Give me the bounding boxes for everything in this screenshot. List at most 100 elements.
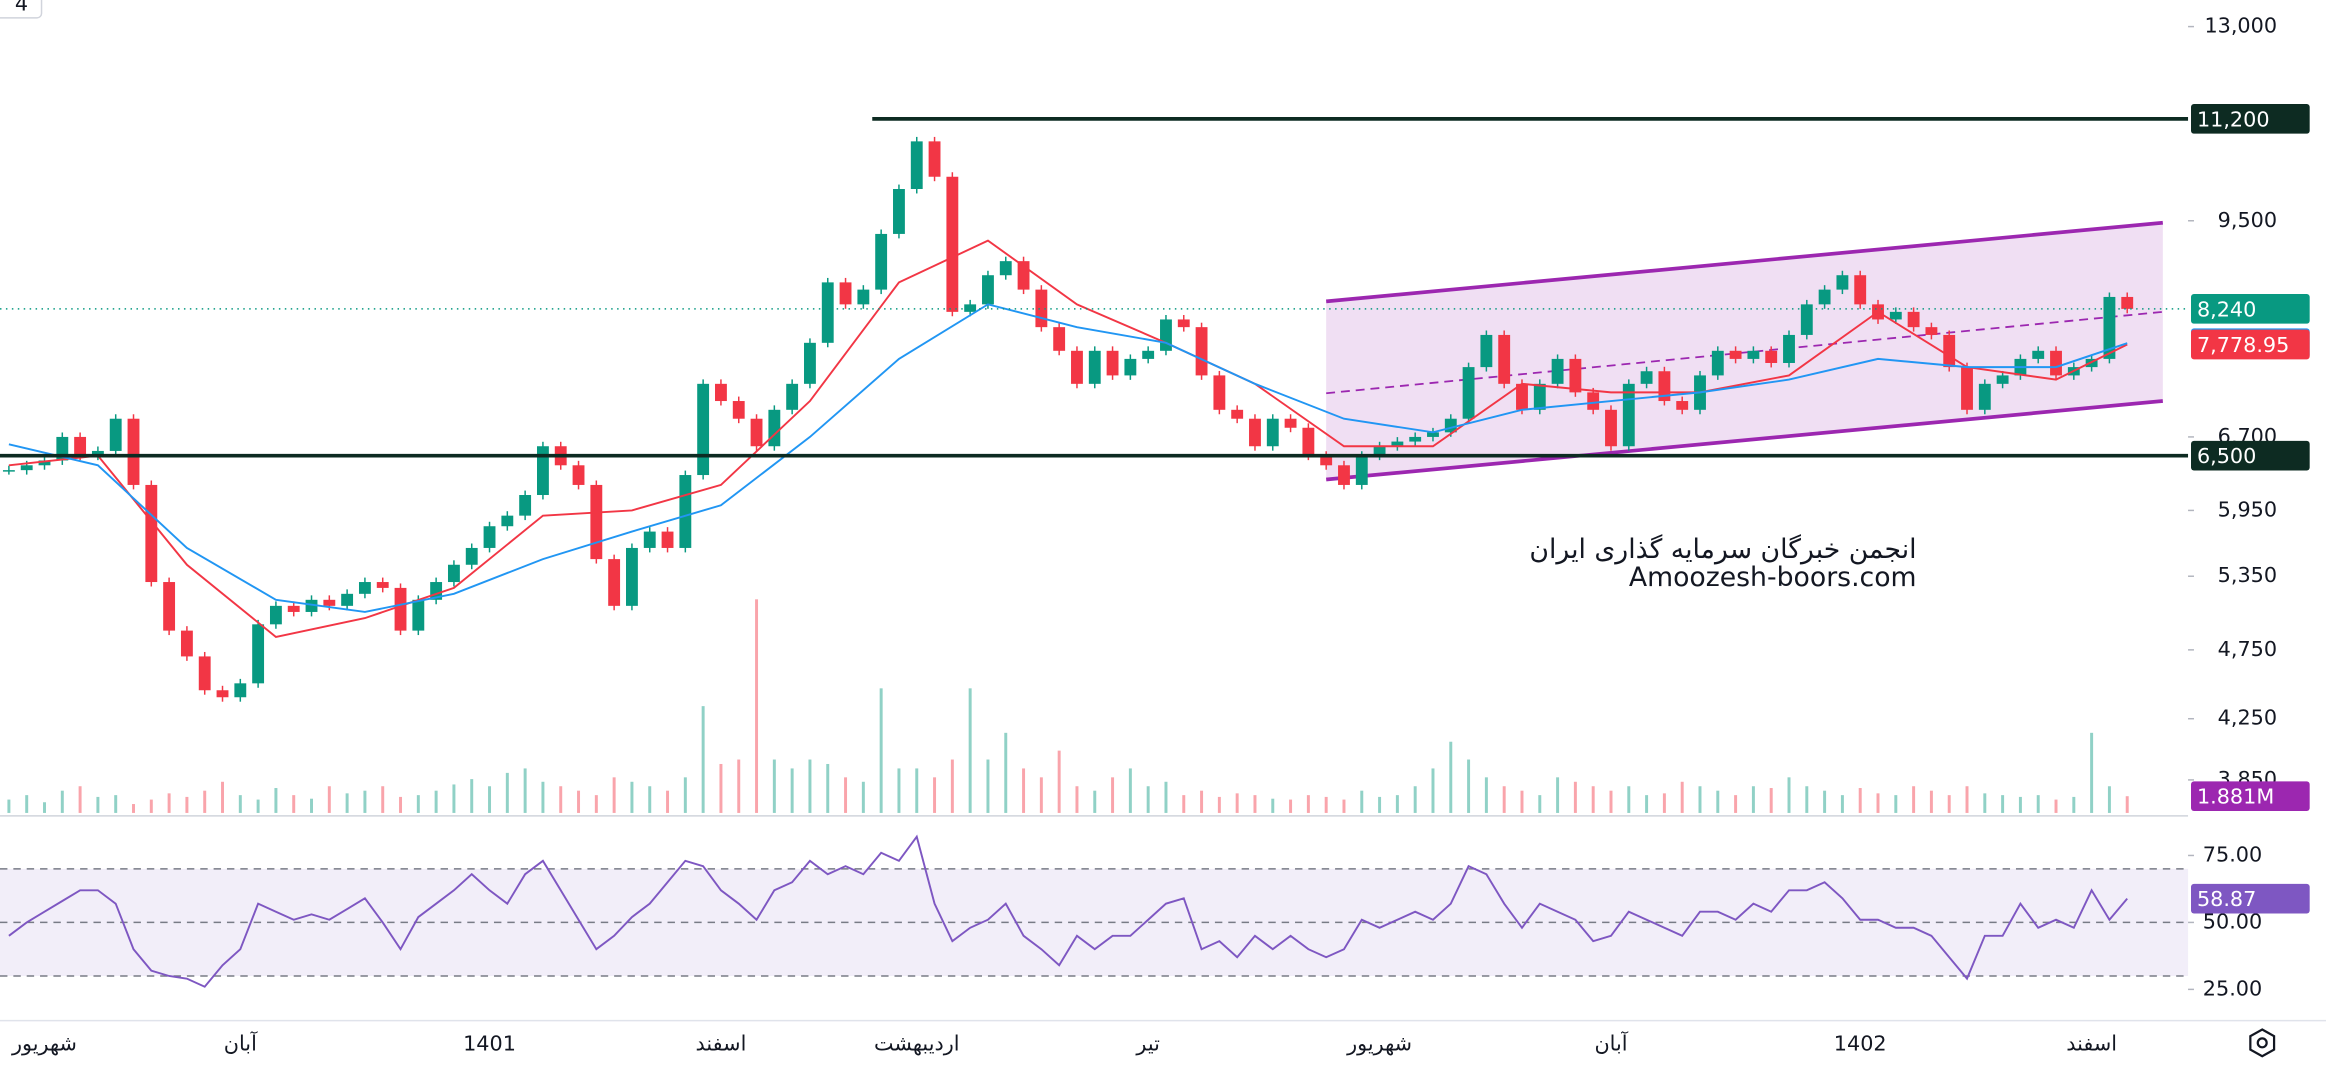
watermark-persian: انجمن خبرگان سرمایه گذاری ایران <box>1529 534 1916 565</box>
x-tick-label: شهریور <box>11 1031 77 1055</box>
price-label: 7,778.95 <box>2197 333 2289 357</box>
volume-bar <box>238 795 242 813</box>
volume-bar <box>399 796 403 813</box>
volume-bar <box>559 786 563 813</box>
volume-bar <box>7 799 11 813</box>
volume-bar <box>167 793 171 813</box>
volume-bar <box>1965 786 1969 813</box>
x-tick-label: 1401 <box>463 1031 516 1055</box>
volume-bar <box>1698 786 1702 813</box>
candle-body <box>465 547 478 565</box>
candle-body <box>1320 455 1333 466</box>
candle-body <box>305 599 318 612</box>
volume-bar <box>719 763 723 813</box>
volume-bar <box>43 802 46 813</box>
candle-body <box>946 176 959 312</box>
candle-body <box>519 495 532 516</box>
volume-bar <box>1645 795 1649 813</box>
y-tick-label: 9,500 <box>2218 208 2277 232</box>
volume-bar <box>666 790 670 813</box>
candle-body <box>56 436 69 461</box>
volume-bar <box>1662 793 1666 813</box>
volume-bar <box>381 786 385 813</box>
volume-bar <box>1929 790 1933 813</box>
candle-body <box>1373 446 1386 456</box>
level-label-bg <box>2191 440 2310 471</box>
candle-body <box>1355 455 1368 485</box>
volume-bar <box>612 777 616 813</box>
candle-body <box>1587 392 1600 410</box>
y-tick-label: 5,950 <box>2218 497 2277 521</box>
moving-average <box>8 303 2128 613</box>
candle-body <box>626 547 638 606</box>
volume-bar <box>470 779 474 813</box>
candle-body <box>1480 334 1493 368</box>
settings-center[interactable] <box>2256 1037 2268 1049</box>
candle-body <box>483 526 496 548</box>
volume-bar <box>1716 790 1720 813</box>
candle-body <box>1836 275 1849 290</box>
volume-label-bg <box>2191 781 2310 812</box>
candle-body <box>964 304 977 312</box>
candle-body <box>1071 350 1083 384</box>
volume-bar <box>345 793 349 813</box>
candle-body <box>1818 289 1831 305</box>
settings-hexagon[interactable] <box>2249 1028 2276 1058</box>
candle-body <box>1498 334 1511 384</box>
volume-bar <box>630 781 634 813</box>
candle-body <box>1124 358 1137 376</box>
volume-bar <box>986 759 990 813</box>
rsi-line <box>8 834 2128 988</box>
candle-body <box>145 484 158 583</box>
candle-body <box>1551 358 1564 384</box>
volume-bar <box>1431 768 1435 813</box>
x-tick-label: آبان <box>224 1030 258 1055</box>
volume-bar <box>808 759 812 813</box>
rsi-y-tick-label: 50.00 <box>2203 909 2262 933</box>
candle-body <box>1035 289 1048 328</box>
candle-body <box>1907 311 1920 328</box>
candle-body <box>910 141 923 190</box>
volume-bar <box>2001 795 2005 813</box>
volume-bar <box>1306 795 1310 813</box>
candle-body <box>376 582 389 588</box>
level-label: 11,200 <box>2197 107 2270 131</box>
volume-bar <box>363 790 367 813</box>
volume-bar <box>1022 768 1026 813</box>
volume-bar <box>1947 795 1951 813</box>
candle-body <box>2050 350 2062 376</box>
volume-bar <box>1912 786 1916 813</box>
volume-bar <box>1840 795 1844 813</box>
volume-bar <box>1823 790 1827 813</box>
candle-body <box>1160 319 1172 351</box>
volume-bar <box>327 786 331 813</box>
channel-fill <box>1326 222 2163 480</box>
volume-bar <box>1004 732 1008 813</box>
rsi-label-bg <box>2191 883 2310 914</box>
volume-bar <box>1057 750 1061 813</box>
candle-body <box>679 475 692 548</box>
candle-body <box>697 383 710 476</box>
candle-body <box>1462 367 1475 419</box>
x-tick-label: آبان <box>1594 1030 1628 1055</box>
volume-bar <box>1378 796 1382 813</box>
candle-body <box>91 450 104 456</box>
candle-body <box>163 582 176 631</box>
candle-body <box>2032 350 2045 359</box>
candle-body <box>447 564 460 583</box>
volume-bar <box>434 790 438 813</box>
candle-body <box>1195 327 1208 376</box>
candle-body <box>412 599 425 631</box>
candle-body <box>1925 327 1938 335</box>
candle-body <box>732 401 745 419</box>
candle-body <box>839 282 852 305</box>
volume-bar <box>1591 786 1595 813</box>
volume-bar <box>1502 786 1506 813</box>
volume-bar <box>683 777 687 813</box>
volume-bar <box>790 768 794 813</box>
volume-bar <box>844 777 848 813</box>
volume-bar <box>594 795 598 813</box>
candle-body <box>234 683 247 698</box>
settings-icon[interactable] <box>2249 1028 2276 1058</box>
volume-bar <box>1467 759 1471 813</box>
